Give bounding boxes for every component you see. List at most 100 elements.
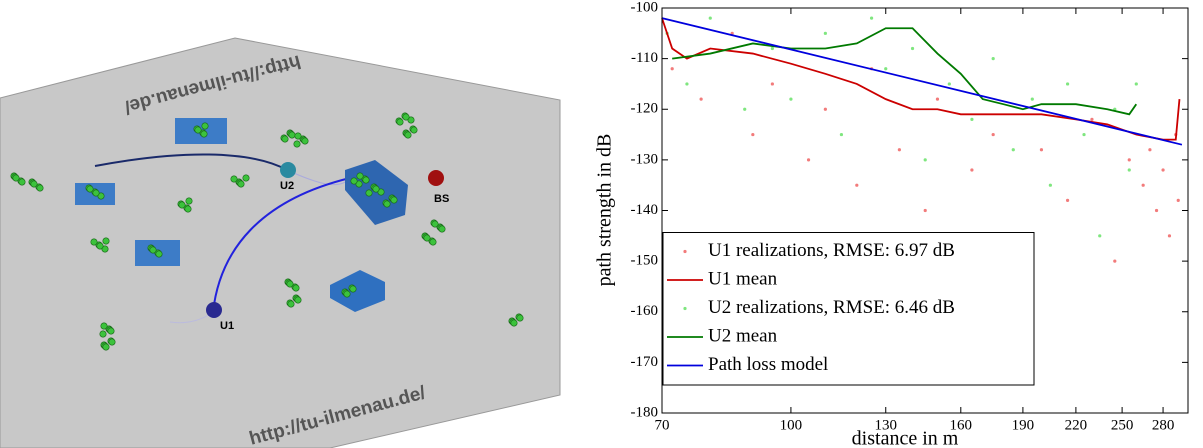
scatterer-dot xyxy=(102,237,110,245)
scatter-point xyxy=(1127,168,1131,172)
y-tick-label: -130 xyxy=(631,151,659,167)
scatterer-dot xyxy=(396,118,404,126)
series-line xyxy=(661,17,1183,146)
legend-label: U1 mean xyxy=(708,268,778,289)
scatterer-box xyxy=(330,270,385,312)
scatterer-dot xyxy=(438,225,446,233)
scatter-point xyxy=(935,97,940,101)
scatterer-dot xyxy=(281,135,289,143)
scatter-point xyxy=(743,107,747,111)
scatterer-dot xyxy=(431,220,439,228)
x-tick-label: 190 xyxy=(1012,417,1035,433)
x-tick-label: 130 xyxy=(874,417,897,433)
x-tick-label: 160 xyxy=(950,417,973,433)
scatterer-dot xyxy=(237,180,245,188)
scatterer-dot xyxy=(293,140,301,148)
scatter-point xyxy=(991,132,995,137)
scatterer-dot xyxy=(86,185,94,193)
x-tick-label: 220 xyxy=(1065,417,1088,433)
scatter-point xyxy=(970,168,974,172)
trajectory-u2 xyxy=(94,153,288,171)
scatter-point xyxy=(923,158,927,162)
y-tick-label: -150 xyxy=(631,253,659,269)
x-tick-label: 280 xyxy=(1152,417,1175,433)
scatterer-dot xyxy=(343,290,351,298)
scatter-point xyxy=(1098,234,1102,238)
scatterer-dot xyxy=(356,172,364,180)
scatterer-dot xyxy=(90,238,98,246)
scatter-point xyxy=(770,46,774,51)
scatterer-dot xyxy=(230,175,238,183)
scatter-point xyxy=(869,16,874,20)
scatterer-dot xyxy=(184,205,192,213)
x-tick-label: 100 xyxy=(780,417,803,433)
legend-label: U2 realizations, RMSE: 6.46 dB xyxy=(708,297,955,318)
scatterer-dot xyxy=(287,300,295,308)
scatterer-dot xyxy=(92,189,100,197)
scatterer-dot xyxy=(350,177,358,185)
scatter-point xyxy=(1134,82,1138,86)
scatterer-dot xyxy=(102,343,110,351)
scatter-point xyxy=(789,97,793,101)
scatterer-dot xyxy=(200,130,208,138)
y-tick-label: -170 xyxy=(631,354,659,370)
scatter-point xyxy=(806,158,811,162)
scatterer-dot xyxy=(349,285,357,293)
scatterer-dot xyxy=(107,327,115,335)
scatter-point xyxy=(1082,132,1086,137)
scatterer-dot xyxy=(185,197,193,205)
y-tick-label: -160 xyxy=(631,303,659,319)
scatterer-dot xyxy=(108,338,116,346)
scatter-point xyxy=(1167,234,1172,238)
scatter-point xyxy=(947,82,951,86)
scatterer-dot xyxy=(301,137,309,145)
scatter-point xyxy=(1148,148,1152,152)
scatterer-dot xyxy=(288,131,296,139)
scatterer-dot xyxy=(390,196,398,204)
scatter-point xyxy=(1048,183,1052,187)
scatter-point xyxy=(970,117,974,121)
y-tick-label: -180 xyxy=(631,404,659,420)
scatter-point xyxy=(839,132,844,137)
scatter-point xyxy=(1065,82,1070,86)
scene-label: U2 xyxy=(280,180,294,192)
user-sphere xyxy=(206,302,222,318)
scatter-point xyxy=(1127,158,1131,162)
scatter-point xyxy=(1090,117,1094,121)
scatterer-dot xyxy=(242,174,250,182)
scatterer-dot xyxy=(404,131,412,139)
scatterer-dot xyxy=(362,176,370,184)
scatter-point xyxy=(923,208,927,213)
scatter-point xyxy=(1141,183,1145,187)
legend-label: U2 mean xyxy=(708,325,778,346)
legend-label: U1 realizations, RMSE: 6.97 dB xyxy=(708,240,955,261)
scatterer-dot xyxy=(12,174,20,182)
scatter-point xyxy=(1011,148,1015,152)
x-tick-label: 70 xyxy=(655,417,670,433)
scatter-point xyxy=(855,183,859,187)
scene-3d: U2 BS U1 http://tu-ilmenau.de/ http://tu… xyxy=(0,37,561,448)
scatter-point xyxy=(751,132,755,137)
scatterer-dot xyxy=(423,234,431,242)
scatter-point xyxy=(1030,97,1034,101)
scatterer-points xyxy=(10,112,524,351)
scatter-point xyxy=(670,67,674,71)
scatterer-dot xyxy=(294,296,302,304)
scatterer-dot xyxy=(194,126,202,134)
scatter-point xyxy=(897,148,901,152)
y-tick-label: -100 xyxy=(631,0,659,15)
scatter-point xyxy=(1113,259,1117,263)
y-tick-label: -120 xyxy=(631,101,659,117)
scatter-point xyxy=(1065,198,1070,202)
scatterer-dot xyxy=(292,284,300,292)
scatterer-dot xyxy=(365,189,373,197)
scatter-point xyxy=(708,16,712,20)
scatter-point xyxy=(910,46,915,51)
scatterer-dot xyxy=(201,122,209,130)
scatter-point xyxy=(823,31,827,35)
scatterer-dot xyxy=(286,280,294,288)
x-tick-label: 250 xyxy=(1111,417,1134,433)
user-sphere xyxy=(280,162,296,178)
x-axis-label: distance in m xyxy=(852,428,959,448)
